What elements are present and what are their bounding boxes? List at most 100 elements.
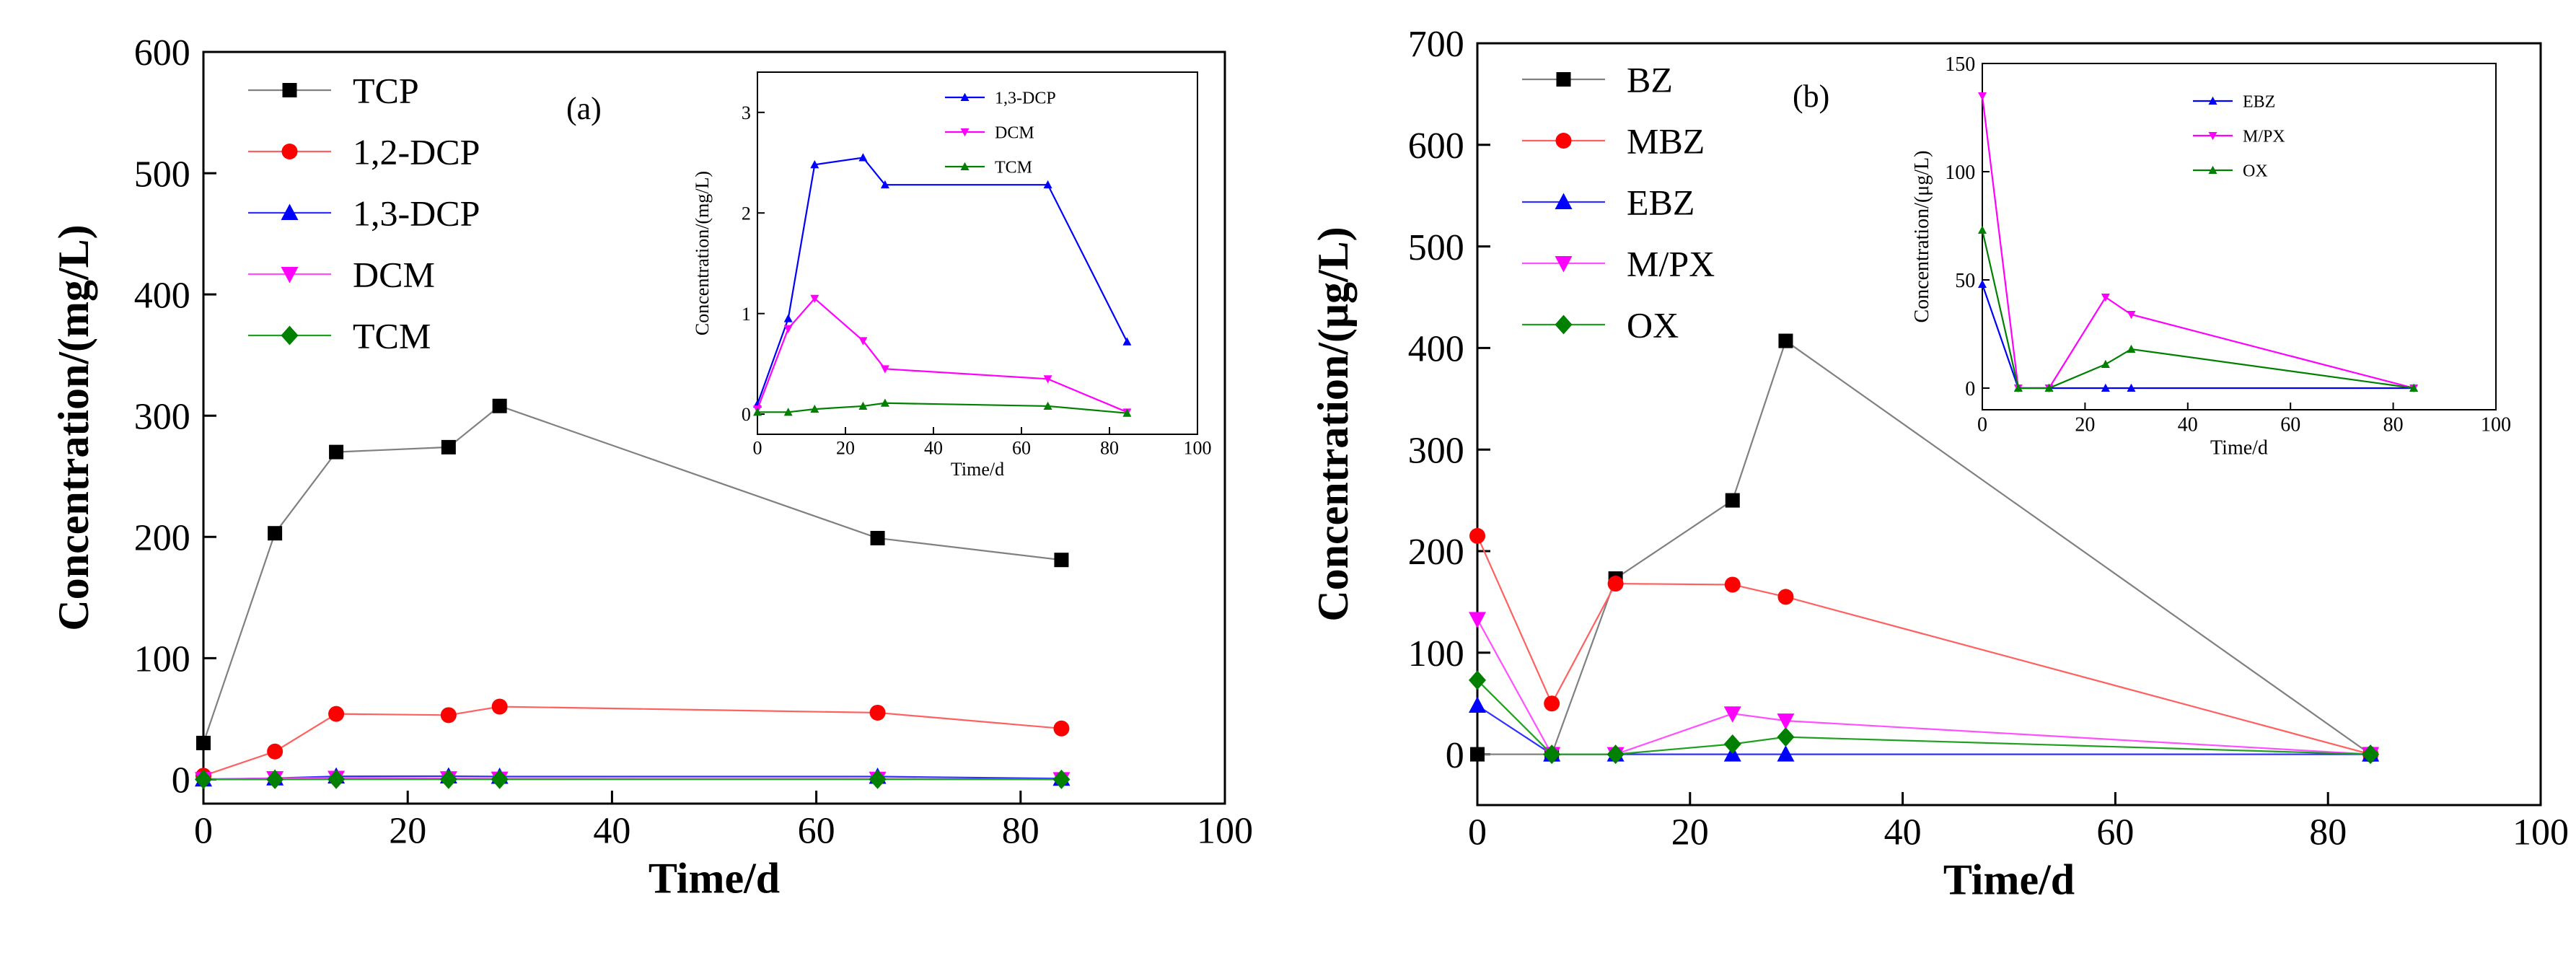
panel-a-data-point [268,526,283,541]
panel-b-data-point [1607,576,1624,592]
panel-b-legend-label: OX [1627,305,1679,346]
panel-a-inset-data-point [1043,375,1052,384]
panel-a-y-axis-label: Concentration/(mg/L) [50,224,97,630]
panel-b-legend-marker [1555,193,1573,209]
panel-a-inset-data-point [880,180,889,189]
panel-b-data-point [1469,612,1486,628]
panel-a-data-point [267,743,283,760]
panel-b-inset-x-tick-label: 100 [2481,413,2511,436]
panel-a-inset: 0 20 40 60 80 100 0 1 2 3 Time/d Concentration/(mg/… [692,71,1212,480]
panel-a-inset-data-point [880,365,889,374]
panel-b-inset-x-tick-label: 20 [2075,413,2095,436]
panel-b-legend-label: EBZ [1627,183,1694,223]
panel-a-inset-x-tick-label: 60 [1012,437,1031,458]
panel-b-legend-marker [1555,256,1573,273]
panel-a-data-point [491,769,509,789]
panel-a-inset-data-point [783,314,793,322]
panel-b-data-point [1469,670,1486,690]
panel-b-inset-legend-marker [2208,165,2217,174]
panel-a-legend-label: TCP [353,71,419,111]
panel-b-data-point [1777,745,1795,762]
panel-a-inset-legend-label: DCM [995,123,1034,142]
panel-b-data-point [1725,493,1740,508]
panel-a-x-tick-label: 0 [194,811,213,852]
panel-a-inset-x-tick-label: 20 [836,437,855,458]
panel-a-inset-data-point [810,294,819,303]
panel-b-legend-marker [1555,315,1573,335]
panel-b-series-line-2 [1477,705,2371,755]
panel-a-data-point [266,769,284,789]
panel-b-series-line-3 [1477,618,2371,755]
panel-a-inset-y-tick-label: 1 [742,304,751,325]
panel-b-inset: 0 20 40 60 80 100 0 50 100 150 Time/d Concentration… [1911,53,2511,460]
panel-a-x-tick-label: 60 [798,811,835,852]
panel-b-inset-data-point [2127,311,2136,320]
panel-a-inset-legend-label: TCM [995,158,1032,177]
panel-a-inset-background [757,72,1197,434]
panel-a-inset-data-point [858,401,868,410]
panel-b-inset-y-tick-label: 150 [1945,53,1975,76]
panel-a-legend-marker [281,144,298,159]
panel-b-data-point [1606,744,1625,765]
panel-a-inset-legend-marker [960,162,970,170]
panel-b-legend-marker [1556,72,1571,87]
panel-a-y-tick-label: 0 [172,760,190,801]
panel-a-data-point [195,769,212,789]
panel-b-series-line-4 [1477,680,2371,755]
panel-b-inset-legend-marker [2208,132,2217,141]
panel-a-inset-data-point [753,408,762,416]
panel-a-data-point [439,769,457,789]
panel-b-y-tick-label: 0 [1446,735,1464,776]
panel-a-inset-data-point [858,337,868,346]
panel-b-inset-data-point [1978,225,1987,234]
panel-b-x-axis-label: Time/d [1943,856,2075,904]
panel-b-inset-legend-label: EBZ [2243,92,2275,111]
panel-a-data-point [329,444,344,460]
panel-b-inset-y-tick-label: 100 [1945,162,1975,184]
panel-a-label: (a) [566,91,602,126]
panel-a-y-tick-label: 500 [134,154,190,195]
panel-b-inset-data-point [1978,92,1987,101]
panel-a-inset-data-point [1122,408,1132,417]
panel-a-plot-frame [202,50,1226,805]
panel-b-inset-series-line-2 [1981,229,2414,390]
panel-a-data-point [1052,769,1071,789]
panel-b-inset-y-tick-label: 0 [1965,378,1975,400]
panel-b-chart: (b) 0 20 40 60 80 1000100200300400500600700Ti… [1309,24,2569,903]
panel-a-y-tick-label: 200 [134,517,190,558]
panel-b-inset-data-point [2044,383,2054,392]
panel-b-inset-plot-frame [1982,63,2497,410]
panel-a-inset-y-tick-label: 3 [742,102,751,123]
panel-b-y-tick-label: 400 [1408,329,1464,370]
panel-b-inset-x-tick-label: 80 [2383,413,2404,436]
panel-a-inset-data-point [783,408,793,416]
panel-b-y-tick-label: 100 [1408,633,1464,674]
panel-a-inset-y-axis-label: Concentration/(mg/L) [692,171,713,335]
panel-b-data-point [1777,727,1795,747]
panel-a-inset-legend-marker [960,128,970,137]
panel-a-inset-data-point [810,160,819,169]
panel-a-inset-x-tick-label: 100 [1184,437,1212,458]
panel-a-data-point [1054,553,1069,568]
panel-b-inset-legend-label: M/PX [2243,127,2285,146]
panel-a-data-point [869,769,887,789]
panel-b-x-tick-label: 80 [2309,812,2347,853]
panel-a-data-point [1053,720,1070,737]
panel-b-legend-label: BZ [1627,60,1673,100]
panel-a-y-tick-label: 100 [134,639,190,680]
panel-a-data-point [491,698,508,715]
panel-a-inset-legend-marker [960,92,970,101]
panel-b-y-tick-label: 600 [1408,126,1464,167]
panel-a-inset-data-point [858,153,868,162]
panel-b-inset-x-axis-label: Time/d [2210,437,2268,460]
panel-a-y-tick-label: 600 [134,32,190,74]
panel-a-legend-marker [281,203,299,220]
panel-b-legend-label: MBZ [1627,121,1705,162]
panel-b-y-tick-label: 700 [1408,24,1464,65]
panel-b-series-line-0 [1477,339,2371,755]
panel-b-x-tick-label: 0 [1468,812,1487,853]
panel-a-y-tick-label: 300 [134,396,190,437]
panel-a-legend-label: 1,2-DCP [353,132,480,172]
panel-a-inset-data-point [783,325,793,333]
